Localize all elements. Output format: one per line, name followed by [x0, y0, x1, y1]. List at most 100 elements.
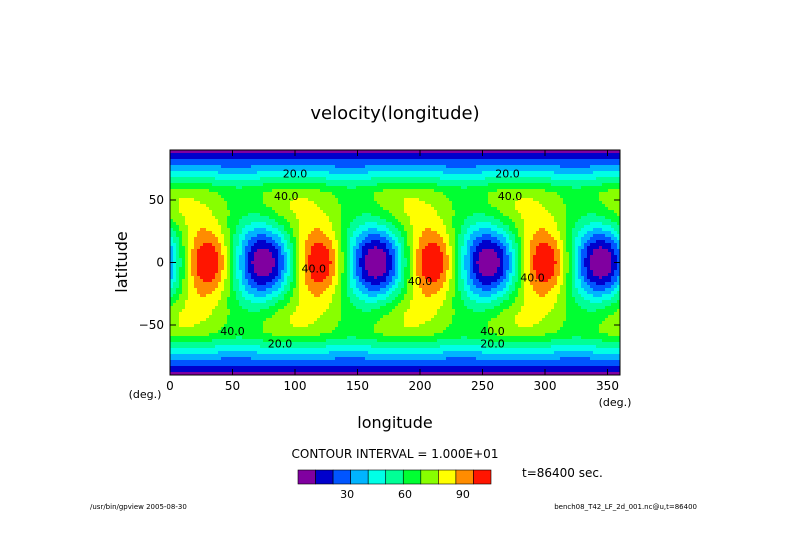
field-cell [293, 177, 297, 181]
field-cell [215, 357, 219, 361]
field-cell [242, 240, 246, 244]
field-cell [341, 252, 345, 256]
field-cell [302, 300, 306, 304]
field-cell [320, 312, 324, 316]
field-cell [323, 255, 327, 259]
field-cell [275, 279, 279, 283]
field-cell [236, 189, 240, 193]
field-cell [272, 204, 276, 208]
field-cell [197, 225, 201, 229]
field-cell [308, 207, 312, 211]
field-cell [329, 180, 333, 184]
field-cell [290, 273, 294, 277]
field-cell [176, 183, 180, 187]
field-cell [254, 279, 258, 283]
field-cell [218, 372, 222, 376]
field-cell [266, 309, 270, 313]
field-cell [260, 252, 264, 256]
field-cell [344, 165, 348, 169]
field-cell [215, 276, 219, 280]
field-cell [236, 276, 240, 280]
field-cell [230, 291, 234, 295]
field-cell [266, 369, 270, 373]
field-cell [341, 363, 345, 367]
field-cell [194, 279, 198, 283]
field-cell [182, 285, 186, 289]
field-cell [275, 198, 279, 202]
field-cell [170, 291, 174, 295]
field-cell [263, 258, 267, 262]
field-cell [305, 342, 309, 346]
field-cell [368, 192, 372, 196]
field-cell [209, 357, 213, 361]
field-cell [356, 357, 360, 361]
field-cell [227, 168, 231, 172]
field-cell [341, 246, 345, 250]
field-cell [290, 225, 294, 229]
field-cell [281, 216, 285, 220]
field-cell [311, 288, 315, 292]
field-cell [191, 285, 195, 289]
field-cell [215, 243, 219, 247]
field-cell [329, 207, 333, 211]
field-cell [179, 348, 183, 352]
field-cell [347, 198, 351, 202]
field-cell [332, 207, 336, 211]
field-cell [269, 180, 273, 184]
field-cell [248, 255, 252, 259]
field-cell [185, 195, 189, 199]
field-cell [293, 336, 297, 340]
field-cell [275, 312, 279, 316]
field-cell [344, 288, 348, 292]
field-cell [293, 342, 297, 346]
field-cell [350, 345, 354, 349]
field-cell [362, 270, 366, 274]
field-cell [338, 306, 342, 310]
field-cell [350, 156, 354, 160]
field-cell [308, 177, 312, 181]
field-cell [218, 222, 222, 226]
field-cell [314, 177, 318, 181]
field-cell [257, 240, 261, 244]
field-cell [284, 225, 288, 229]
field-cell [299, 177, 303, 181]
field-cell [212, 330, 216, 334]
field-cell [263, 162, 267, 166]
field-cell [338, 231, 342, 235]
field-cell [179, 234, 183, 238]
field-cell [296, 303, 300, 307]
field-cell [308, 366, 312, 370]
field-cell [344, 162, 348, 166]
field-cell [236, 270, 240, 274]
field-cell [356, 336, 360, 340]
field-cell [263, 267, 267, 271]
field-cell [203, 225, 207, 229]
field-cell [317, 177, 321, 181]
field-cell [299, 159, 303, 163]
field-cell [314, 288, 318, 292]
field-cell [176, 279, 180, 283]
field-cell [287, 201, 291, 205]
field-cell [173, 357, 177, 361]
field-cell [206, 168, 210, 172]
field-cell [248, 207, 252, 211]
field-cell [203, 372, 207, 376]
field-cell [221, 267, 225, 271]
field-cell [260, 174, 264, 178]
field-cell [224, 249, 228, 253]
field-cell [230, 195, 234, 199]
field-cell [188, 183, 192, 187]
field-cell [191, 282, 195, 286]
field-cell [284, 309, 288, 313]
field-cell [296, 354, 300, 358]
field-cell [362, 306, 366, 310]
field-cell [203, 330, 207, 334]
field-cell [329, 333, 333, 337]
field-cell [329, 186, 333, 190]
field-cell [191, 180, 195, 184]
field-cell [359, 186, 363, 190]
field-cell [272, 300, 276, 304]
field-cell [335, 252, 339, 256]
field-cell [284, 360, 288, 364]
field-cell [341, 303, 345, 307]
